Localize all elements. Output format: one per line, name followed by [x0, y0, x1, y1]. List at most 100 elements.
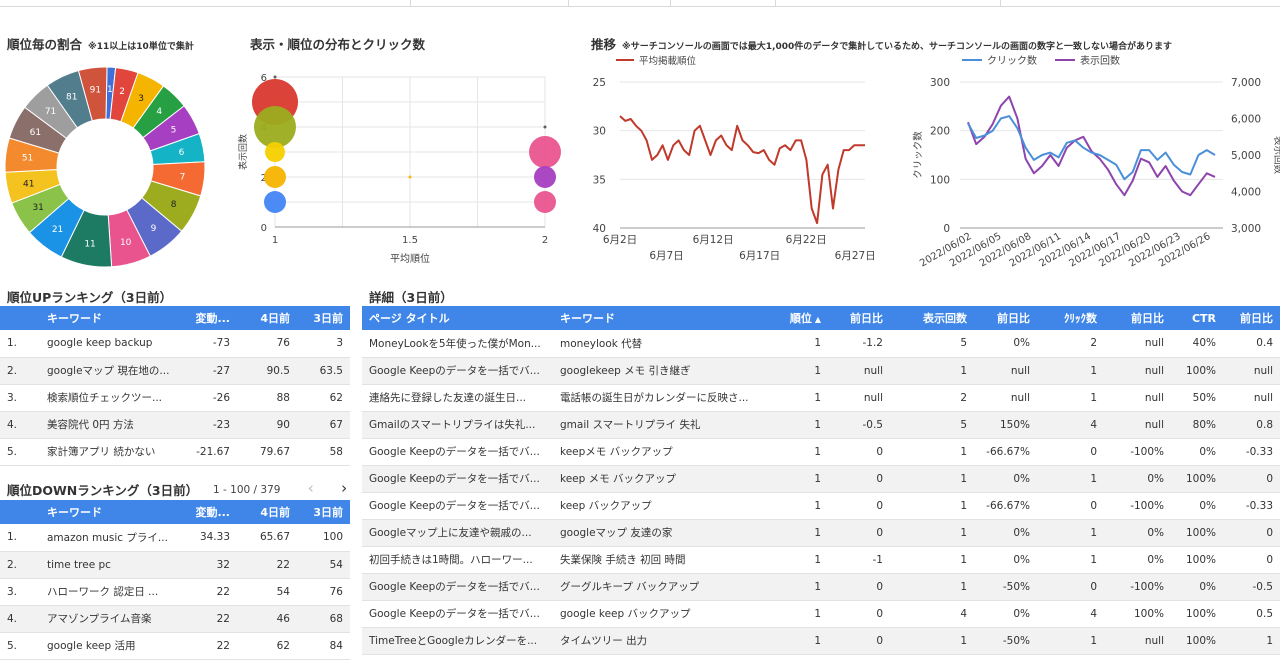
y-tick-label: 200: [930, 126, 950, 138]
table-cell: 22: [175, 632, 237, 660]
table-cell: 電話帳の誕生日がカレンダーに反映さ...: [553, 384, 772, 412]
table-cell: 1: [1223, 627, 1280, 655]
table-header-row: キーワード 変動... 4日前 3日前: [0, 500, 350, 524]
col-header-4days[interactable]: 4日前: [237, 306, 297, 330]
table-cell: 1: [772, 330, 828, 358]
x-tick-label: 1.5: [402, 235, 418, 246]
next-page-icon[interactable]: ›: [341, 479, 348, 497]
col-header-impressions[interactable]: 表示回数: [890, 306, 974, 330]
col-header-rank-diff[interactable]: 前日比: [828, 306, 890, 330]
col-header-rank[interactable]: 順位 ▲: [772, 306, 828, 330]
table-cell: -21.67: [175, 438, 237, 466]
table-cell: google keep 活用: [40, 632, 175, 660]
table-row[interactable]: 初回手続きは1時間。ハローワー... 失業保険 手続き 初回 時間 1 -1 1 0% 1 0…: [362, 546, 1280, 574]
table-cell: 79.67: [237, 438, 297, 466]
table-row[interactable]: 3. 検索順位チェックツー... -26 88 62: [0, 384, 350, 412]
col-header-keyword[interactable]: キーワード: [40, 306, 175, 330]
col-header-index[interactable]: [0, 500, 40, 524]
series-line[interactable]: [619, 115, 865, 225]
table-row[interactable]: Google Keepのデータを一括でバ... google keep バックアッ…: [362, 600, 1280, 628]
table-cell: Google Keepのデータを一括でバ...: [362, 600, 553, 628]
col-header-keyword[interactable]: キーワード: [40, 500, 175, 524]
table-row[interactable]: 5. 家計簿アプリ 続かない -21.67 79.67 58: [0, 438, 350, 466]
bubble-point[interactable]: [529, 136, 561, 168]
table-row[interactable]: 4. アマゾンプライム音楽 22 46 68: [0, 605, 350, 633]
table-row[interactable]: MoneyLookを5年使った僕がMon... moneylook 代替 1 -1.2…: [362, 330, 1280, 358]
col-header-3days[interactable]: 3日前: [297, 306, 350, 330]
table-cell: 2: [1037, 330, 1104, 358]
table-row[interactable]: Gmailのスマートリプライは失礼... gmail スマートリプライ 失礼 1 -0…: [362, 411, 1280, 439]
series-line[interactable]: [967, 95, 1216, 197]
col-header-clicks-diff[interactable]: 前日比: [1104, 306, 1171, 330]
table-row[interactable]: TimeTreeとGoogleカレンダーを... タイムツリー 出力 1 0 1 -50%…: [362, 627, 1280, 655]
table-cell: null: [1223, 357, 1280, 385]
bubble-point[interactable]: [273, 75, 277, 79]
bubble-point[interactable]: [254, 106, 296, 148]
col-header-index[interactable]: [0, 306, 40, 330]
table-row[interactable]: Google Keepのデータを一括でバ... googlekeep メモ 引き継…: [362, 357, 1280, 385]
donut-slice-label: 51: [22, 154, 33, 164]
trend-note: ※サーチコンソールの画面では最大1,000件のデータで集計しているため、サーチコ…: [622, 42, 1172, 52]
table-cell: 34.33: [175, 524, 237, 552]
table-cell: -27: [175, 357, 237, 385]
table-cell: 0: [1037, 492, 1104, 520]
table-cell: 22: [237, 551, 297, 579]
table-cell: 1: [772, 438, 828, 466]
col-header-change[interactable]: 変動...: [175, 306, 237, 330]
table-cell: 58: [297, 438, 350, 466]
col-header-page-title[interactable]: ページ タイトル: [362, 306, 553, 330]
prev-page-icon[interactable]: ‹: [307, 479, 314, 497]
sort-asc-icon[interactable]: ▲: [814, 315, 821, 324]
table-cell: 0: [828, 438, 890, 466]
up-ranking-title: 順位UPランキング（3日前）: [7, 290, 173, 305]
donut-slice-label: 11: [84, 240, 95, 250]
table-cell: 家計簿アプリ 続かない: [40, 438, 175, 466]
table-row[interactable]: 1. google keep backup -73 76 3: [0, 330, 350, 358]
bubble-point[interactable]: [264, 191, 286, 213]
bubble-point[interactable]: [264, 166, 286, 188]
table-cell: 100%: [1171, 519, 1223, 547]
table-row[interactable]: 4. 美容院代 0円 方法 -23 90 67: [0, 411, 350, 439]
bubble-point[interactable]: [534, 191, 556, 213]
table-cell: moneylook 代替: [553, 330, 772, 358]
col-header-clicks[interactable]: ｸﾘｯｸ数: [1037, 306, 1104, 330]
bubble-point[interactable]: [408, 175, 412, 179]
col-header-change[interactable]: 変動...: [175, 500, 237, 524]
table-row[interactable]: Google Keepのデータを一括でバ... keepメモ バックアップ 1 0 1-…: [362, 438, 1280, 466]
x-axis-label: 平均順位: [390, 252, 430, 265]
table-row[interactable]: 5. google keep 活用 22 62 84: [0, 632, 350, 660]
table-cell: 0: [1223, 465, 1280, 493]
bubble-point[interactable]: [265, 142, 285, 162]
table-row[interactable]: Google Keepのデータを一括でバ... グーグルキープ バックアップ 1 0 1…: [362, 573, 1280, 601]
series-line[interactable]: [967, 115, 1216, 181]
ratio-note: ※11以上は10単位で集計: [88, 42, 194, 52]
table-row[interactable]: 連絡先に登録した友達の誕生日... 電話帳の誕生日がカレンダーに反映さ... 1 nu…: [362, 384, 1280, 412]
table-row[interactable]: Google Keepのデータを一括でバ... keep メモ バックアップ 1 0 1…: [362, 465, 1280, 493]
table-row[interactable]: 1. amazon music プライ... 34.33 65.67 100: [0, 524, 350, 552]
table-cell: 1: [772, 357, 828, 385]
bubble-point[interactable]: [534, 166, 556, 188]
bubble-point[interactable]: [543, 125, 547, 129]
donut-slice[interactable]: [77, 66, 108, 122]
col-header-keyword[interactable]: キーワード: [553, 306, 772, 330]
donut-slice-label: 3: [138, 94, 144, 104]
table-row[interactable]: Googleマップ上に友達や親戚の... googleマップ 友達の家 1 0 1 0% 1…: [362, 519, 1280, 547]
col-header-3days[interactable]: 3日前: [297, 500, 350, 524]
table-cell: 1: [772, 384, 828, 412]
col-header-ctr[interactable]: CTR: [1171, 306, 1223, 330]
table-row[interactable]: 3. ハローワーク 認定日 ... 22 54 76: [0, 578, 350, 606]
table-row[interactable]: 2. googleマップ 現在地の... -27 90.5 63.5: [0, 357, 350, 385]
table-cell: 4: [1037, 600, 1104, 628]
col-header-ctr-diff[interactable]: 前日比: [1223, 306, 1280, 330]
table-cell: 1: [772, 627, 828, 655]
table-row[interactable]: 2. time tree pc 32 22 54: [0, 551, 350, 579]
table-cell: 0%: [974, 519, 1037, 547]
table-cell: 0%: [974, 600, 1037, 628]
table-row[interactable]: Google Keepのデータを一括でバ... keep バックアップ 1 0 1 -66…: [362, 492, 1280, 520]
col-header-4days[interactable]: 4日前: [237, 500, 297, 524]
col-header-impressions-diff[interactable]: 前日比: [974, 306, 1037, 330]
x-tick-label: 6月2日: [603, 234, 637, 246]
table-cell: 1.: [0, 524, 40, 552]
table-cell: 2.: [0, 551, 40, 579]
table-cell: 100%: [1171, 357, 1223, 385]
